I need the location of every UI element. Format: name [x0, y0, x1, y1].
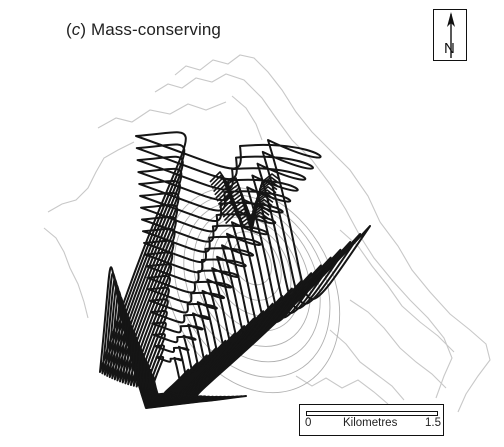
contour-line: [113, 203, 313, 407]
background-terrain-contours: [43, 54, 491, 413]
terrain-outline-3: [97, 101, 227, 129]
summit-contour-line: [225, 212, 268, 227]
scale-bar: [306, 411, 438, 416]
contour-line: [144, 333, 208, 398]
contour-line: [106, 167, 342, 408]
terrain-outline-10: [231, 95, 263, 141]
scale-max-label: 1.5: [425, 417, 441, 429]
terrain-contour: [183, 201, 321, 363]
contour-line: [121, 239, 284, 405]
contour-line: [147, 344, 199, 397]
terrain-outline-8: [339, 229, 455, 353]
terrain-outline-5: [43, 227, 89, 319]
contour-line: [127, 263, 265, 404]
terrain-outline-6: [349, 299, 447, 389]
scale-unit-label: Kilometres: [343, 417, 398, 429]
contour-line: [108, 179, 332, 408]
terrain-outline-7: [329, 329, 405, 401]
north-label: N: [444, 40, 455, 57]
summit-contour-line: [223, 209, 269, 224]
panel-letter: c: [71, 20, 81, 39]
contour-line: [141, 321, 218, 399]
terrain-outline-1: [174, 54, 491, 413]
mass-conserving-contours: [99, 131, 371, 409]
terrain-contour: [173, 194, 331, 378]
terrain-outline-2: [154, 73, 453, 399]
scale-min-label: 0: [305, 417, 312, 429]
panel-title: (c) Mass-conserving: [66, 20, 221, 39]
terrain-outline-4: [47, 141, 135, 213]
panel-title-text: Mass-conserving: [90, 20, 221, 39]
north-arrow-icon: [447, 12, 455, 58]
terrain-outline-9: [295, 375, 389, 405]
contour-line: [101, 143, 362, 409]
contour-line: [150, 355, 190, 396]
scale-bar-box: [299, 404, 444, 436]
